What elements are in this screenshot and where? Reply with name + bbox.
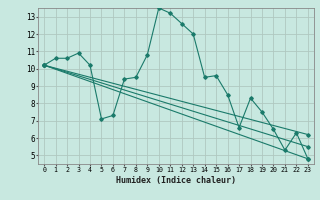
X-axis label: Humidex (Indice chaleur): Humidex (Indice chaleur) (116, 176, 236, 185)
